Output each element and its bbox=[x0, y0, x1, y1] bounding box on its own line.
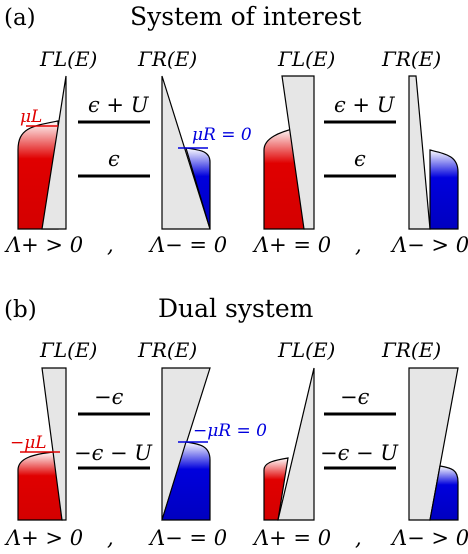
gamma-r-label: ΓR(E) bbox=[137, 338, 197, 362]
gamma-r-label: ΓR(E) bbox=[381, 47, 441, 71]
left-barrier bbox=[41, 75, 67, 230]
condition-separator: , bbox=[355, 526, 362, 550]
condition-lambda-minus: Λ− > 0 bbox=[390, 526, 468, 550]
condition-lambda-plus: Λ+ > 0 bbox=[4, 233, 83, 257]
gamma-l-label: ΓL(E) bbox=[277, 338, 335, 362]
condition-lambda-plus: Λ+ = 0 bbox=[252, 526, 331, 550]
right-barrier bbox=[161, 75, 211, 230]
level-upper-label: −ϵ bbox=[340, 385, 370, 409]
mu-l-label: −μL bbox=[10, 433, 47, 453]
left-barrier bbox=[277, 367, 315, 521]
level-upper-label: −ϵ bbox=[94, 385, 124, 409]
mu-r-label: μR = 0 bbox=[192, 125, 252, 145]
condition-separator: , bbox=[355, 233, 362, 257]
condition-separator: , bbox=[107, 526, 114, 550]
left-barrier bbox=[281, 75, 315, 230]
panel-a-left-diagram: ΓL(E) ΓR(E) μL ϵ + U ϵ μR = 0 bbox=[17, 47, 252, 230]
level-upper-label: ϵ + U bbox=[88, 93, 150, 117]
condition-lambda-minus: Λ− = 0 bbox=[148, 526, 227, 550]
panel-b-right-diagram: ΓL(E) ΓR(E) −ϵ −ϵ − U bbox=[263, 338, 459, 521]
level-lower-label: −ϵ − U bbox=[74, 441, 153, 465]
mu-l-label: μL bbox=[20, 107, 42, 127]
condition-lambda-plus: Λ+ = 0 bbox=[252, 233, 331, 257]
right-lead-occupation bbox=[429, 465, 459, 521]
left-lead-occupation bbox=[263, 457, 289, 521]
condition-lambda-minus: Λ− = 0 bbox=[148, 233, 227, 257]
right-barrier bbox=[408, 75, 431, 230]
condition-lambda-plus: Λ+ > 0 bbox=[4, 526, 83, 550]
condition-lambda-minus: Λ− > 0 bbox=[390, 233, 468, 257]
panel-a-label: (a) bbox=[4, 5, 36, 31]
gamma-l-label: ΓL(E) bbox=[39, 338, 97, 362]
panel-a-title: System of interest bbox=[130, 2, 361, 31]
panel-a-conditions: Λ+ > 0 , Λ− = 0 Λ+ = 0 , Λ− > 0 bbox=[4, 233, 468, 257]
panel-b: (b) Dual system ΓL(E) ΓR(E) −μL −ϵ −ϵ − … bbox=[4, 294, 468, 550]
gamma-l-label: ΓL(E) bbox=[277, 47, 335, 71]
left-barrier bbox=[41, 367, 67, 521]
condition-separator: , bbox=[107, 233, 114, 257]
panel-a: (a) System of interest ΓL(E) ΓR(E) μL ϵ … bbox=[4, 2, 468, 257]
level-lower-label: ϵ bbox=[108, 147, 120, 171]
right-lead-occupation bbox=[429, 149, 459, 230]
gamma-r-label: ΓR(E) bbox=[381, 338, 441, 362]
mu-r-label: −μR = 0 bbox=[193, 421, 267, 441]
panel-b-label: (b) bbox=[4, 297, 37, 323]
gamma-l-label: ΓL(E) bbox=[39, 47, 97, 71]
panel-b-title: Dual system bbox=[158, 294, 314, 323]
panel-b-conditions: Λ+ > 0 , Λ− = 0 Λ+ = 0 , Λ− > 0 bbox=[4, 526, 468, 550]
panel-b-left-diagram: ΓL(E) ΓR(E) −μL −ϵ −ϵ − U −μR = 0 bbox=[10, 338, 267, 521]
level-lower-label: −ϵ − U bbox=[320, 441, 399, 465]
gamma-r-label: ΓR(E) bbox=[137, 47, 197, 71]
level-lower-label: ϵ bbox=[354, 147, 366, 171]
panel-a-right-diagram: ΓL(E) ΓR(E) ϵ + U ϵ bbox=[263, 47, 459, 230]
level-upper-label: ϵ + U bbox=[334, 93, 396, 117]
